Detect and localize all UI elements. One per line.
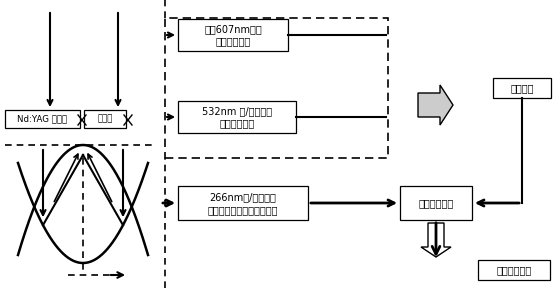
Text: 扣除臭氧消光: 扣除臭氧消光 xyxy=(418,198,453,208)
Text: Nd:YAG 二倍频: Nd:YAG 二倍频 xyxy=(17,115,68,124)
Bar xyxy=(5,110,80,128)
Bar xyxy=(400,186,472,220)
Text: 266nm米/瑞利通道: 266nm米/瑞利通道 xyxy=(210,192,276,202)
Bar xyxy=(165,18,388,158)
Text: 考虑二氧化硫和臭氧的吸收: 考虑二氧化硫和臭氧的吸收 xyxy=(208,205,278,215)
Text: 拉曼607nm通道: 拉曼607nm通道 xyxy=(204,24,262,35)
Text: 532nm 米/瑞利通道: 532nm 米/瑞利通道 xyxy=(202,107,272,117)
Text: 考虑臭氧吸收: 考虑臭氧吸收 xyxy=(215,36,251,46)
Bar xyxy=(493,78,551,98)
Text: 四倍频: 四倍频 xyxy=(97,115,113,124)
Text: 二氧化硫含量: 二氧化硫含量 xyxy=(496,265,532,275)
Bar xyxy=(178,19,288,51)
Bar xyxy=(178,101,296,133)
Polygon shape xyxy=(421,223,451,257)
Text: 考虑臭氧吸收: 考虑臭氧吸收 xyxy=(219,118,255,128)
Bar xyxy=(478,260,550,280)
Bar xyxy=(84,110,126,128)
Bar xyxy=(178,186,308,220)
Polygon shape xyxy=(418,85,453,125)
Text: 臭氧含量: 臭氧含量 xyxy=(510,83,534,93)
